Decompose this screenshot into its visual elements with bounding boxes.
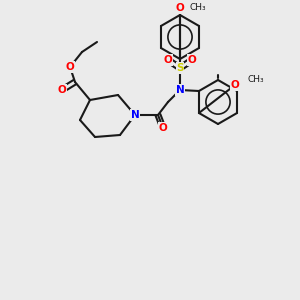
Text: N: N [176, 85, 184, 95]
Text: CH₃: CH₃ [248, 76, 265, 85]
Text: O: O [188, 55, 196, 65]
Text: O: O [58, 85, 66, 95]
Text: O: O [164, 55, 172, 65]
Text: O: O [231, 80, 239, 90]
Text: N: N [130, 110, 140, 120]
Text: O: O [159, 123, 167, 133]
Text: O: O [66, 62, 74, 72]
Text: O: O [176, 3, 184, 13]
Text: CH₃: CH₃ [190, 4, 207, 13]
Text: S: S [176, 63, 184, 73]
